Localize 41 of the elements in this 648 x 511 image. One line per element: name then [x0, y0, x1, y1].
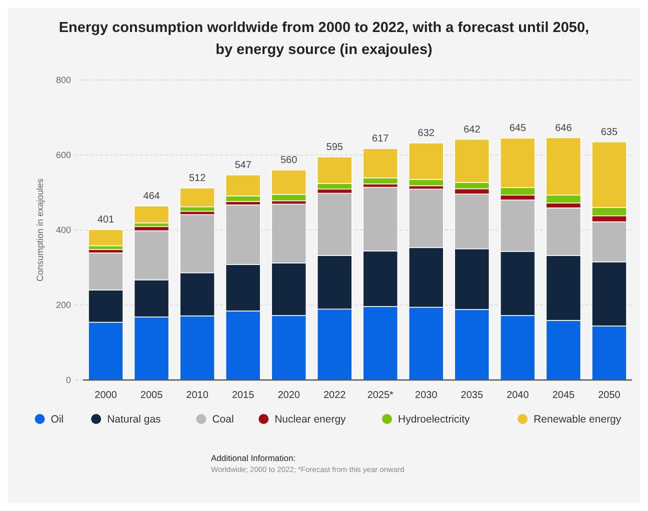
x-tick-label: 2045 — [552, 390, 576, 401]
y-tick-label: 200 — [56, 300, 71, 310]
total-label: 547 — [234, 160, 252, 171]
total-label: 512 — [188, 173, 206, 184]
total-label: 617 — [372, 134, 390, 145]
x-tick-label: 2035 — [460, 390, 484, 401]
text: Additional Information: — [211, 453, 296, 463]
total-label: 645 — [509, 123, 526, 134]
legend-label: Hydroelectricity — [398, 414, 471, 426]
legend-label: Natural gas — [107, 414, 161, 426]
x-tick-label: 2040 — [506, 390, 530, 401]
total-label: 401 — [97, 214, 115, 226]
bar — [88, 229, 124, 246]
x-tick-label: 2025* — [367, 390, 394, 401]
y-tick-label: 800 — [56, 75, 71, 86]
legend-label: Coal — [212, 414, 234, 426]
legend-label: Renewable energy — [534, 414, 622, 426]
x-tick-label: 2010 — [186, 390, 209, 401]
bar — [134, 206, 170, 224]
total-label: 646 — [555, 122, 572, 134]
x-tick-label: 2000 — [94, 390, 118, 401]
y-tick-label: 0 — [66, 375, 71, 386]
x-tick-label: 2015 — [232, 390, 255, 401]
total-label: 635 — [600, 126, 618, 138]
chart-title: Energy consumption worldwide from 2000 to 2022, with a forecast until 2050, by energy source (in exajoules) — [58, 20, 590, 58]
x-tick-label: 2030 — [415, 390, 438, 401]
x-tick-label: 2005 — [140, 390, 164, 401]
x-tick-label: 2022 — [323, 390, 346, 401]
total-label: 560 — [280, 155, 298, 166]
legend-label: Nuclear energy — [274, 414, 347, 426]
total-label: 632 — [418, 128, 435, 139]
total-label: 595 — [326, 142, 344, 153]
y-tick-label: 600 — [56, 150, 71, 160]
x-tick-label: 2050 — [598, 390, 621, 401]
bar — [180, 188, 215, 208]
y-axis-title: Consumption in exajoules — [35, 178, 45, 282]
legend-label: Oil — [50, 414, 64, 426]
total-label: 464 — [143, 191, 160, 202]
total-label: 642 — [464, 124, 481, 136]
x-tick-label: 2020 — [278, 390, 300, 401]
y-tick-label: 400 — [56, 225, 71, 236]
